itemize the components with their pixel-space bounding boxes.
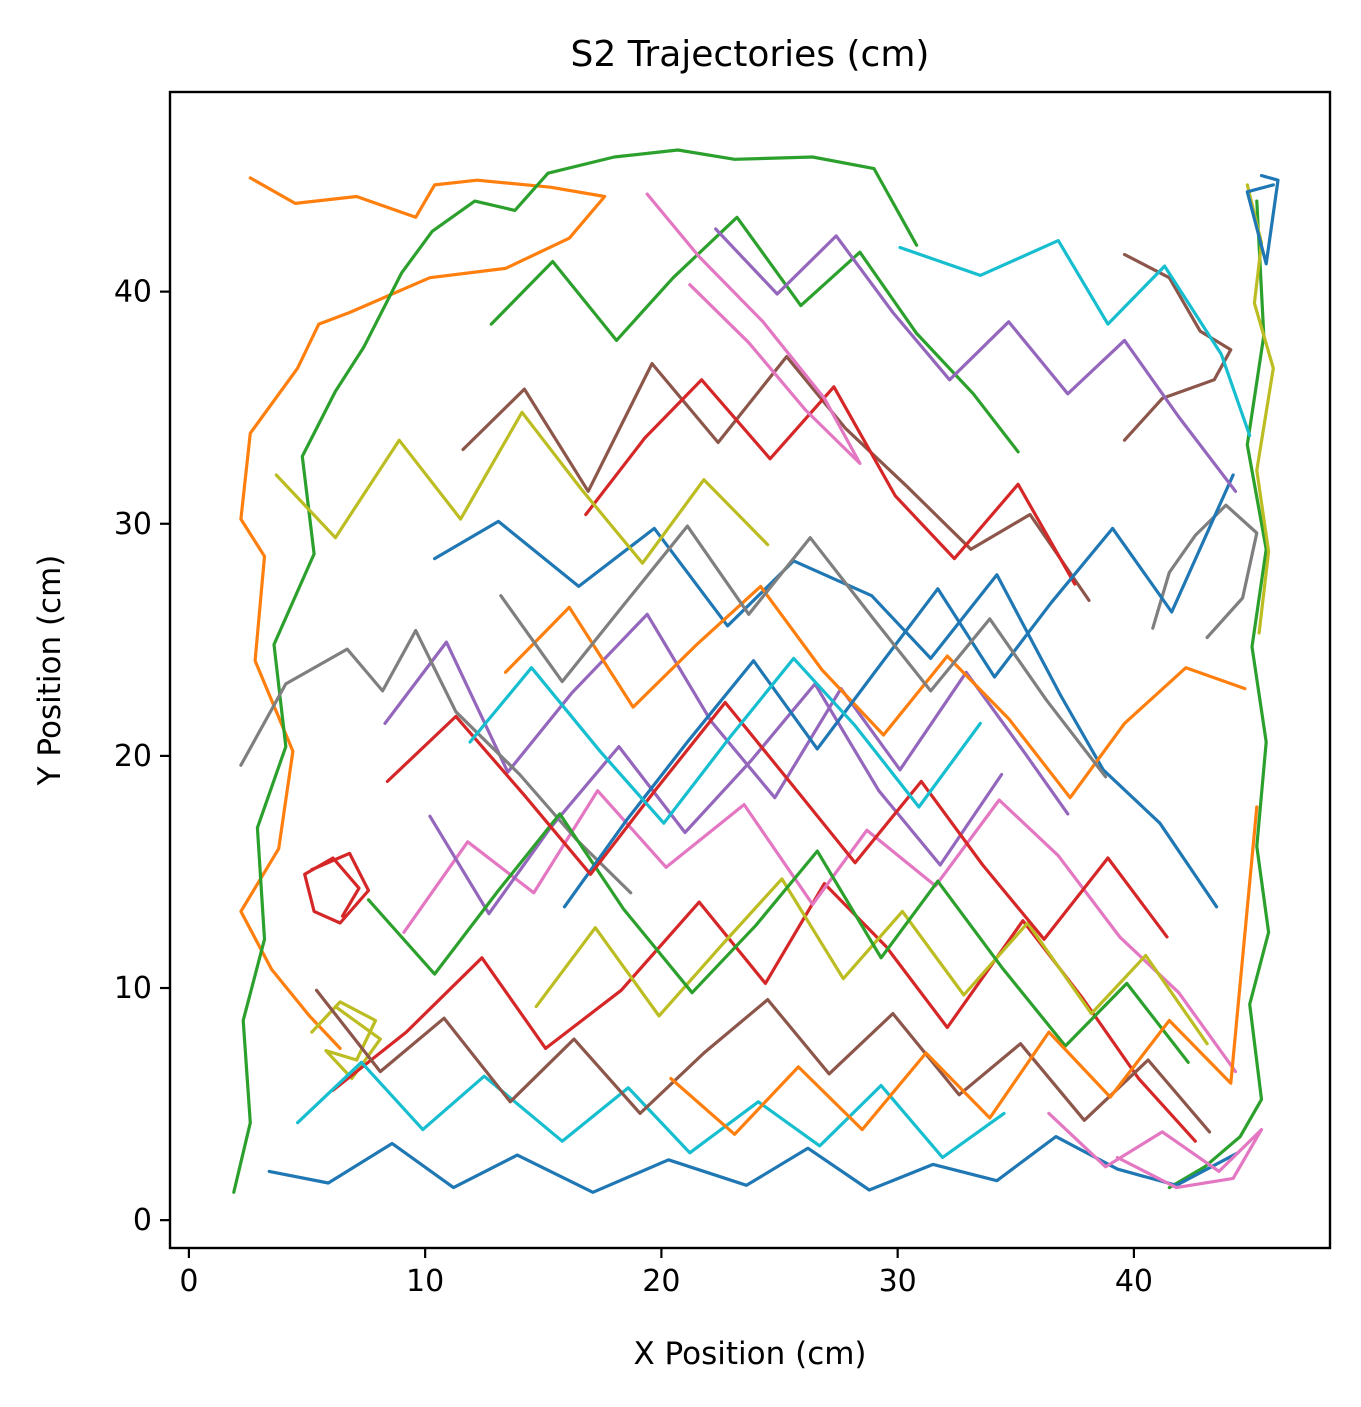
trajectory-line-20 [584,378,1077,586]
trajectory-line-28 [274,410,770,565]
y-tick-label: 20 [114,739,152,774]
trajectory-line-34 [468,656,982,825]
trajectory-line-6 [1122,252,1233,442]
trajectory-line-9 [310,1000,382,1081]
x-tick-label: 20 [642,1264,680,1299]
x-tick-label: 30 [879,1264,917,1299]
trajectory-line-16 [296,1060,1006,1160]
trajectory-line-8 [303,851,371,925]
y-axis: 0 10 20 30 40 [114,275,170,1238]
y-tick-label: 10 [114,971,152,1006]
x-axis: 0 10 20 30 40 [179,1248,1153,1299]
trajectory-line-13 [402,789,1238,1074]
x-axis-label: X Position (cm) [633,1336,866,1372]
y-tick-label: 30 [114,507,152,542]
x-tick-label: 10 [406,1264,444,1299]
trajectory-line-31 [499,524,1108,779]
trajectory-line-25 [898,239,1252,438]
trajectory-line-14 [461,355,1091,603]
x-tick-label: 40 [1115,1264,1153,1299]
trajectory-line-24 [645,192,862,465]
trajectory-line-30 [1047,1111,1264,1190]
trajectory-line-5 [1245,174,1280,266]
trajectory-line-1 [239,176,607,1051]
trajectory-line-23 [366,812,1190,1064]
chart-title: S2 Trajectories (cm) [571,34,930,75]
trajectory-line-7 [1151,503,1259,640]
trajectory-line-21 [267,1134,1240,1194]
trajectory-line-26 [314,988,1212,1134]
series-layer [232,148,1280,1194]
plot-frame [168,90,1332,1250]
trajectory-line-3 [1167,199,1271,1190]
trajectory-line-29 [669,805,1259,1136]
x-tick-label: 0 [179,1264,198,1299]
trajectory-line-32 [385,700,1169,941]
trajectory-line-15 [489,215,1020,454]
trajectory-line-27 [562,473,1235,909]
trajectory-line-2 [232,148,919,1194]
trajectory-line-10 [433,519,1219,909]
y-axis-label: Y Position (cm) [32,555,68,787]
trajectory-line-17 [503,584,1247,800]
trajectory-line-33 [714,227,1238,493]
y-tick-label: 0 [133,1203,152,1238]
trajectory-line-22 [428,682,1004,916]
y-tick-label: 40 [114,275,152,310]
